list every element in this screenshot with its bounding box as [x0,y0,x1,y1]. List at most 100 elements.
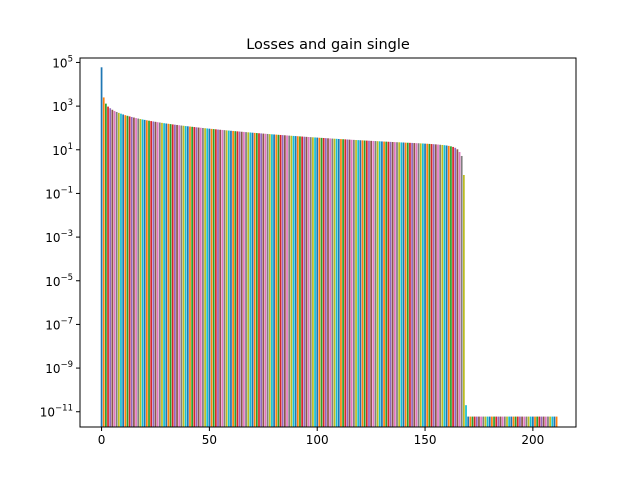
bar [452,146,454,427]
bar [450,146,452,427]
bar [365,140,368,428]
bar [396,142,398,427]
bar [335,138,338,427]
bar [133,117,135,427]
bar [312,137,314,428]
bar [488,416,491,427]
bar [357,140,360,427]
bar [161,122,163,428]
bar [361,140,364,428]
bar [415,143,418,427]
bar [240,131,243,427]
bar [288,135,291,427]
bar [266,133,269,427]
bar [376,141,379,427]
bar [387,141,390,427]
bar [417,143,420,427]
bar [296,136,299,428]
bar [109,108,112,427]
bar [359,140,362,427]
bar [542,416,545,427]
bar [215,129,217,427]
bar [519,416,521,427]
bar [370,140,372,427]
bar [174,124,176,427]
bar [486,416,489,427]
bar [363,140,366,427]
bar [529,416,532,427]
bar [204,128,206,428]
bar [137,118,140,427]
bar [331,138,334,427]
bar [314,137,316,427]
bar [227,130,230,427]
bar [437,144,439,427]
y-tick-label: 103 [52,98,73,114]
bar [122,114,124,427]
bar [411,142,413,427]
bar [193,127,196,427]
bar [258,133,260,428]
bar [279,134,282,427]
bar [271,134,273,428]
bar [512,416,515,427]
bar [208,128,211,427]
y-tick-label: 10−5 [45,273,73,289]
bar [346,139,349,428]
bar [402,142,405,427]
bar [292,135,295,427]
bar [400,142,403,427]
bar [432,144,435,427]
bar [178,125,181,428]
bar [521,416,523,427]
bar [156,122,159,428]
bar [551,416,554,427]
bar [139,119,142,427]
bar [409,142,411,427]
bar [117,112,120,427]
bar [115,111,118,428]
bar [478,416,480,427]
x-tick-label: 0 [98,433,106,447]
bar [460,155,463,428]
bar [439,144,442,427]
bar [475,416,478,427]
bar [165,123,168,428]
bar [191,126,194,427]
bar [344,139,347,428]
bar [516,416,519,427]
bar [100,67,103,428]
bar [428,143,431,427]
bar [495,416,498,427]
bar [210,128,213,427]
bar [491,416,493,427]
bar [107,106,109,427]
bar [527,416,530,427]
bar [337,138,340,428]
bar [497,416,500,427]
bar [473,416,476,427]
bar [251,132,254,427]
bar [221,129,224,427]
bar [514,416,517,427]
bar [284,135,286,428]
bar [249,132,252,427]
bar [206,128,209,427]
bar [482,416,485,427]
bar [385,141,388,427]
bar [413,143,416,427]
bar [163,123,165,427]
bar [286,135,288,427]
bar [294,136,297,427]
chart-title: Losses and gain single [246,37,410,53]
bar [141,119,144,427]
bar [182,125,185,427]
plot-frame [79,57,577,428]
bar [145,120,148,428]
bar [406,142,409,428]
bar [430,144,433,428]
bar [236,131,239,427]
bar [176,124,178,428]
bar [510,416,513,427]
